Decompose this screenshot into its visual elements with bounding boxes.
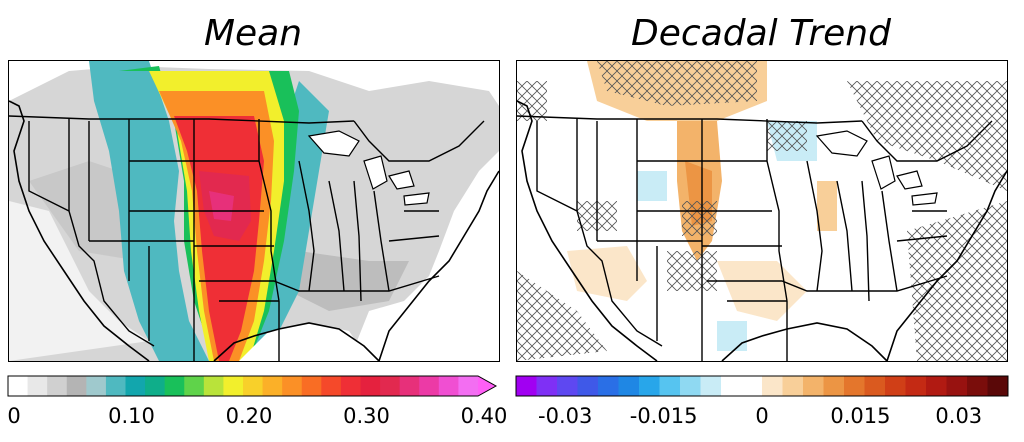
trend-colorbar-tick-label: -0.015: [629, 404, 698, 428]
trend-colorbar-swatch: [782, 376, 804, 396]
mean-colorbar-outline: [7, 375, 498, 397]
trend-colorbar-swatch: [741, 376, 763, 396]
trend-colorbar-swatch: [536, 376, 558, 396]
trend-colorbar-swatch: [946, 376, 968, 396]
mean-colorbar-tick-label: 0.10: [108, 404, 155, 428]
mean-colorbar-swatch: [27, 376, 48, 396]
mean-colorbar-swatch: [419, 376, 440, 396]
trend-colorbar-swatch: [987, 376, 1009, 396]
mean-colorbar-tick-label: 0.20: [225, 404, 273, 428]
mean-colorbar-swatch: [380, 376, 401, 396]
mean-colorbar-swatch: [105, 376, 126, 396]
mean-colorbar-swatch: [8, 376, 29, 396]
mean-colorbar-swatch: [262, 376, 283, 396]
mean-colorbar-tick-label: 0: [7, 404, 21, 428]
trend-colorbar-swatch: [905, 376, 927, 396]
trend-map: [516, 60, 1008, 362]
trend-colorbar-swatch: [516, 376, 537, 396]
trend-colorbar-swatch: [598, 376, 619, 396]
mean-colorbar-swatch: [282, 376, 303, 396]
trend-colorbar-swatch: [967, 376, 988, 396]
mean-colorbar-swatch: [145, 376, 166, 396]
mean-colorbar-swatch: [125, 376, 146, 396]
mean-colorbar-swatch: [86, 376, 107, 396]
mean-colorbar-swatch: [360, 376, 381, 396]
trend-colorbar-outline: [515, 375, 1009, 397]
trend-colorbar-swatch: [762, 376, 783, 396]
mean-colorbar-swatch: [203, 376, 224, 396]
mean-colorbar-swatch: [399, 376, 420, 396]
trend-colorbar-swatch: [577, 376, 599, 396]
mean-colorbar-swatch: [184, 376, 205, 396]
trend-colorbar-swatch: [639, 376, 660, 396]
mean-colorbar-swatch: [458, 376, 479, 396]
trend-colorbar-swatch: [618, 376, 640, 396]
trend-colorbar-tick-label: 0.03: [935, 404, 983, 428]
mean-colorbar-swatch: [321, 376, 342, 396]
trend-colorbar-swatch: [844, 376, 865, 396]
mean-panel-title: Mean: [203, 13, 303, 54]
mean-colorbar-swatch: [47, 376, 68, 396]
mean-colorbar-tick-label: 0.40: [460, 404, 508, 428]
trend-colorbar-swatch: [659, 376, 681, 396]
mean-colorbar-swatch: [164, 376, 185, 396]
mean-map: [8, 60, 500, 362]
mean-colorbar-swatch: [223, 376, 244, 396]
mean-colorbar-swatch: [340, 376, 361, 396]
trend-panel-title: Decadal Trend: [631, 13, 891, 54]
trend-colorbar: [515, 375, 1009, 397]
trend-colorbar-swatch: [885, 376, 906, 396]
mean-colorbar-swatch: [438, 376, 459, 396]
trend-colorbar-tick-label: 0.015: [830, 404, 891, 428]
trend-colorbar-swatch: [721, 376, 742, 396]
trend-colorbar-swatch: [926, 376, 947, 396]
trend-colorbar-swatch: [864, 376, 886, 396]
mean-colorbar-swatch: [66, 376, 87, 396]
mean-colorbar: [7, 375, 500, 397]
trend-colorbar-swatch: [803, 376, 824, 396]
mean-colorbar-swatch: [243, 376, 264, 396]
trend-colorbar-swatch: [700, 376, 722, 396]
trend-colorbar-swatch: [680, 376, 701, 396]
trend-colorbar-swatch: [557, 376, 578, 396]
trend-colorbar-tick-label: 0: [755, 404, 769, 428]
mean-colorbar-extend-arrow: [478, 376, 496, 396]
trend-colorbar-swatch: [823, 376, 845, 396]
mean-colorbar-tick-label: 0.30: [343, 404, 390, 428]
trend-colorbar-tick-label: -0.03: [538, 404, 593, 428]
mean-colorbar-swatch: [301, 376, 322, 396]
